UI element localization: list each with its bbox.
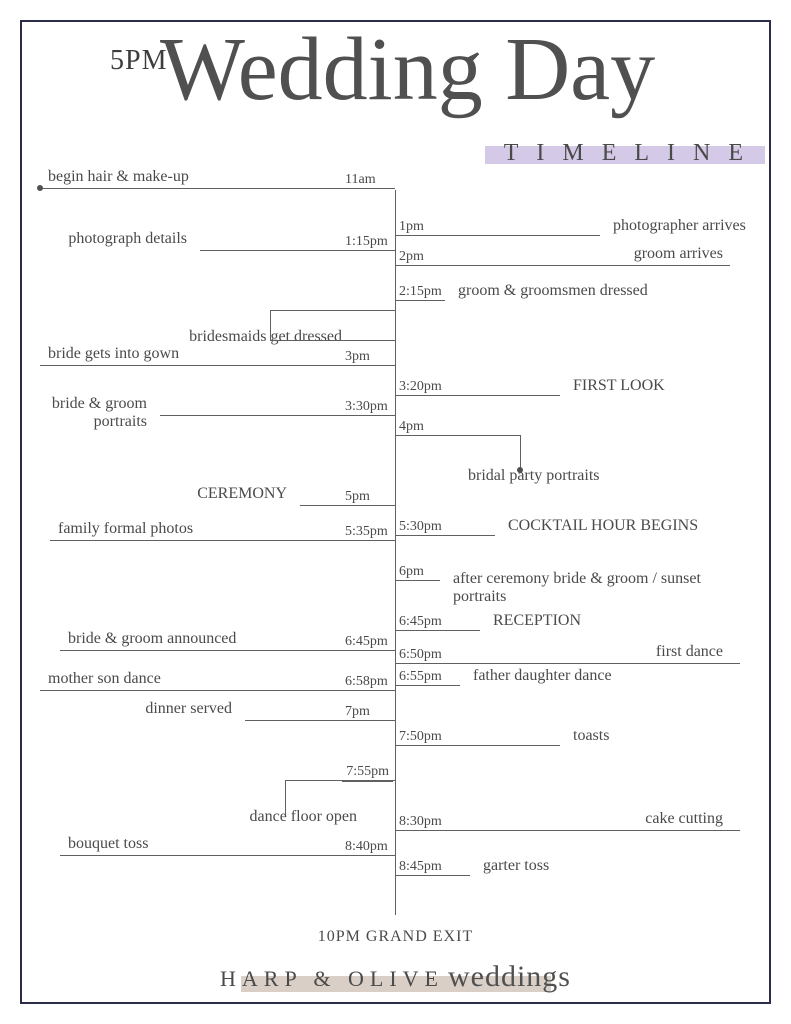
timeline-connector [395,630,480,631]
footer-brand: HARP & OLIVE weddings [0,960,791,994]
timeline-time: 2pm [399,249,424,265]
timeline-event-label: COCKTAIL HOUR BEGINS [500,517,706,535]
timeline-connector [395,663,740,664]
timeline-event-label: after ceremony bride & groom / sunset po… [445,570,745,606]
timeline-time: 2:15pm [399,284,442,300]
timeline-connector [395,685,460,686]
timeline-dot [517,467,523,473]
timeline-time: 3:30pm [345,399,388,415]
timeline-connector [160,415,395,416]
timeline-connector [395,395,560,396]
timeline-connector [40,188,395,189]
header-prefix: 5PM [110,45,167,77]
center-vertical-line [395,190,396,915]
timeline-event-label: mother son dance [40,670,169,688]
timeline-time: 6:45pm [399,614,442,630]
timeline-dot [37,185,43,191]
timeline-connector [395,265,730,266]
timeline-connector [395,300,445,301]
timeline-connector [40,690,395,691]
timeline-event-label: photograph details [60,230,195,248]
timeline-event-label: bride & groom announced [60,630,244,648]
timeline-connector [285,780,395,781]
timeline-time: 8:45pm [399,859,442,875]
timeline-connector [245,720,395,721]
timeline-connector [50,540,395,541]
timeline-time: 6:55pm [399,669,442,685]
timeline-event-label: bridal party portraits [460,467,608,485]
timeline-event-label: RECEPTION [485,612,589,630]
timeline-time: 1pm [399,219,424,235]
timeline-event-label: groom arrives [626,245,731,263]
header-timeline-word: TIMELINE [504,140,761,167]
timeline-connector [300,505,395,506]
timeline-time: 1:15pm [345,234,388,250]
timeline-time: 5:30pm [399,519,442,535]
timeline-time: 8:40pm [345,839,388,855]
brand-text: HARP & OLIVE [220,966,444,991]
header-script-title: Wedding Day [160,25,655,115]
timeline-connector [395,235,600,236]
timeline-event-label: family formal photos [50,520,201,538]
timeline-event-label: bride & groom portraits [0,395,155,431]
timeline-connector [395,745,560,746]
timeline-event-label: FIRST LOOK [565,377,673,395]
timeline-time: 11am [345,172,376,188]
timeline-event-label: dance floor open [241,808,365,826]
timeline-time: 7pm [345,704,370,720]
timeline-event-label: photographer arrives [605,217,754,235]
timeline-time: 6pm [399,564,424,580]
timeline-event-label: bouquet toss [60,835,156,853]
timeline-event-label: begin hair & make-up [40,168,197,186]
timeline-event-label: CEREMONY [189,485,295,503]
timeline-event-label: first dance [648,643,731,661]
timeline-time: 3pm [345,349,370,365]
timeline-time: 8:30pm [399,814,442,830]
timeline-event-label: cake cutting [637,810,731,828]
timeline-connector [270,310,395,311]
timeline-time: 6:45pm [345,634,388,650]
timeline-connector [395,875,470,876]
header: 5PM Wedding Day TIMELINE [0,30,791,170]
timeline-connector [395,830,740,831]
timeline-event-label: garter toss [475,857,557,875]
timeline-connector [520,435,521,470]
timeline-connector [200,250,395,251]
footer-grand-exit: 10PM GRAND EXIT [0,928,791,946]
timeline-diagram: 11ambegin hair & make-up1pmphotographer … [0,180,791,940]
timeline-time: 6:58pm [345,674,388,690]
timeline-connector [395,580,440,581]
timeline-time: 5pm [345,489,370,505]
timeline-event-label: father daughter dance [465,667,620,685]
brand-script: weddings [448,960,571,993]
timeline-event-label: toasts [565,727,617,745]
timeline-event-label: dinner served [137,700,240,718]
timeline-connector [60,650,395,651]
timeline-connector [395,535,495,536]
timeline-event-label: bride gets into gown [40,345,187,363]
timeline-connector [270,340,395,341]
timeline-time: 3:20pm [399,379,442,395]
timeline-event-label: bridesmaids get dressed [181,328,350,346]
timeline-connector [60,855,395,856]
timeline-event-label: groom & groomsmen dressed [450,282,656,300]
timeline-connector [40,365,395,366]
timeline-time: 5:35pm [345,524,388,540]
timeline-connector [395,435,520,436]
timeline-time: 4pm [399,419,424,435]
timeline-time: 6:50pm [399,647,442,663]
timeline-time: 7:50pm [399,729,442,745]
